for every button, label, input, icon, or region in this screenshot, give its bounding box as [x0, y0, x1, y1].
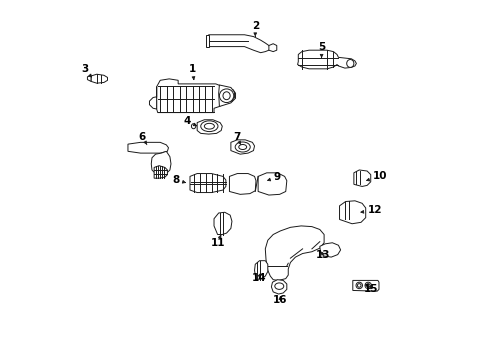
Polygon shape — [218, 85, 234, 107]
Polygon shape — [265, 226, 324, 280]
Ellipse shape — [201, 121, 218, 132]
Polygon shape — [154, 166, 167, 178]
Polygon shape — [205, 35, 208, 46]
Polygon shape — [197, 120, 222, 134]
Polygon shape — [91, 74, 107, 83]
Polygon shape — [339, 201, 365, 224]
Circle shape — [355, 282, 362, 289]
Ellipse shape — [346, 59, 353, 67]
Circle shape — [364, 282, 371, 289]
Polygon shape — [319, 243, 340, 257]
Polygon shape — [258, 173, 286, 195]
Ellipse shape — [191, 124, 195, 129]
Polygon shape — [128, 142, 168, 153]
Ellipse shape — [274, 283, 283, 289]
Text: 10: 10 — [366, 171, 386, 181]
Polygon shape — [230, 140, 254, 154]
Polygon shape — [353, 170, 370, 186]
Text: 5: 5 — [317, 42, 325, 58]
Polygon shape — [156, 79, 235, 113]
Ellipse shape — [235, 142, 250, 152]
Text: 16: 16 — [273, 295, 287, 305]
Text: 13: 13 — [316, 250, 330, 260]
Ellipse shape — [238, 144, 246, 149]
Polygon shape — [190, 174, 225, 193]
Ellipse shape — [204, 123, 214, 129]
Text: 9: 9 — [267, 172, 281, 182]
Text: 11: 11 — [210, 235, 224, 248]
Polygon shape — [229, 174, 255, 194]
Polygon shape — [208, 35, 270, 53]
Polygon shape — [149, 87, 156, 109]
Text: 2: 2 — [251, 21, 258, 36]
Text: 6: 6 — [139, 132, 146, 145]
Circle shape — [357, 284, 360, 287]
Text: 14: 14 — [251, 273, 265, 283]
Polygon shape — [214, 212, 231, 234]
Text: 15: 15 — [363, 284, 377, 294]
Text: 3: 3 — [81, 64, 91, 77]
Text: 7: 7 — [232, 132, 241, 145]
Polygon shape — [87, 76, 91, 81]
Text: 12: 12 — [360, 206, 382, 216]
Ellipse shape — [223, 92, 230, 100]
Circle shape — [366, 284, 369, 287]
Text: 1: 1 — [188, 64, 196, 80]
Polygon shape — [151, 151, 171, 175]
Polygon shape — [254, 261, 267, 280]
Ellipse shape — [219, 89, 233, 103]
Polygon shape — [271, 280, 286, 294]
Polygon shape — [268, 44, 276, 51]
Polygon shape — [352, 280, 378, 291]
Polygon shape — [297, 50, 356, 69]
Text: 4: 4 — [183, 116, 196, 126]
Text: 8: 8 — [172, 175, 185, 185]
